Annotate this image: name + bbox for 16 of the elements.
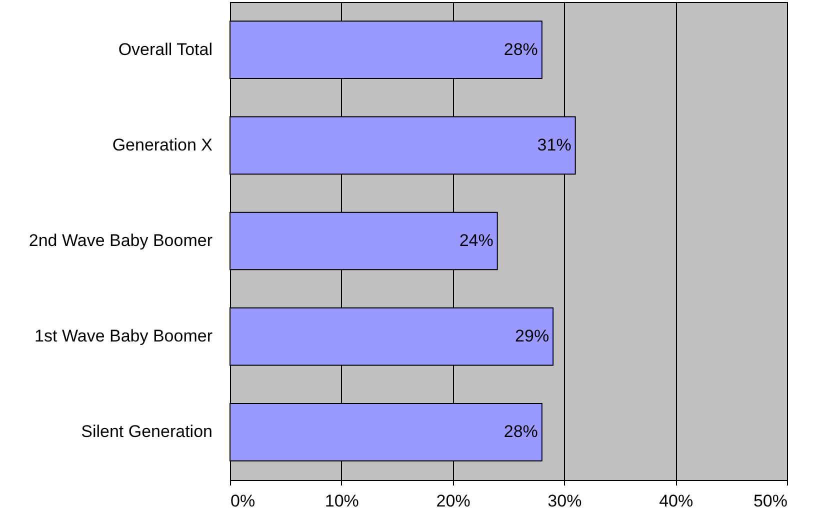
x-tick-label: 0% [230,492,256,510]
y-tick-label: 2nd Wave Baby Boomer [28,231,213,250]
data-label: 28% [504,422,538,442]
data-label: 28% [504,40,538,59]
x-tick-label: 10% [324,492,359,510]
y-tick-label: 1st Wave Baby Boomer [34,326,213,346]
x-tick-label: 50% [753,492,788,510]
data-label: 31% [537,135,572,154]
x-tick-label: 40% [659,492,694,510]
data-label: 24% [459,231,494,250]
x-tick-label: 20% [436,492,470,510]
y-tick-label: Generation X [112,135,212,154]
y-tick-label: Overall Total [118,40,212,59]
x-tick-label: 30% [548,492,582,510]
y-tick-label: Silent Generation [81,422,212,442]
data-label: 29% [515,326,550,346]
